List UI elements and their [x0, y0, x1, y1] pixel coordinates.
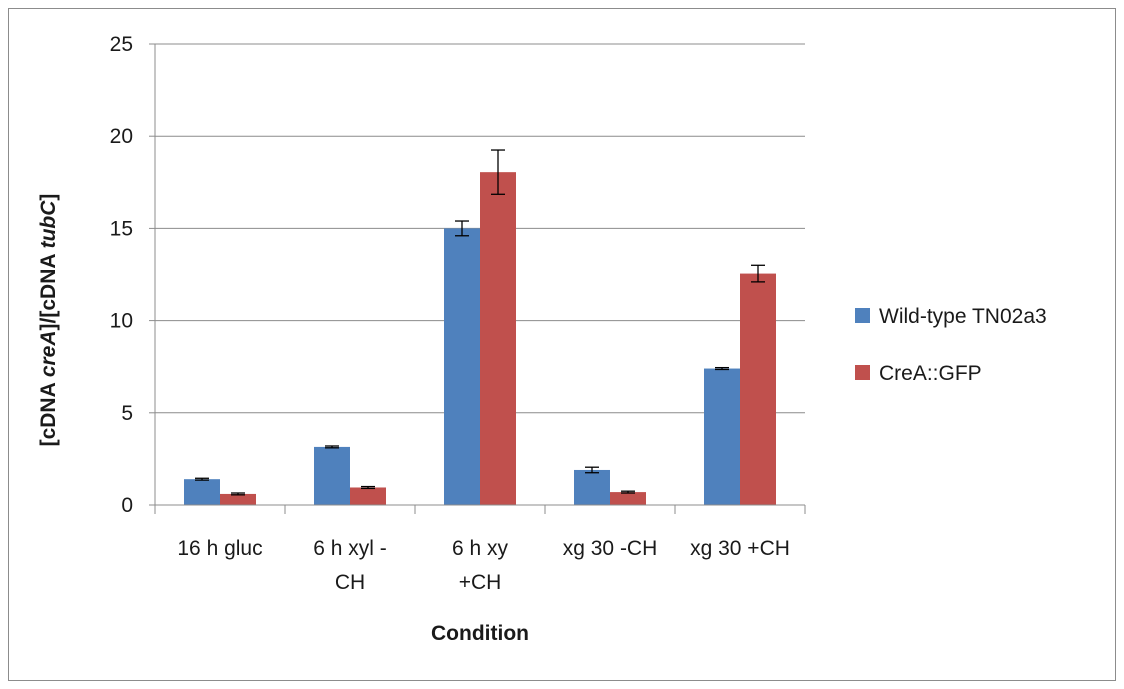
y-tick-label: 15 — [110, 217, 133, 240]
axes — [149, 43, 806, 514]
y-axis-title: [cDNA creA]/[cDNA tubC] — [37, 194, 60, 447]
y-tick-label: 10 — [110, 310, 133, 333]
x-tick-label-line: 16 h gluc — [177, 537, 262, 560]
y-tick-label: 5 — [121, 402, 133, 425]
y-axis-title-part: ] — [37, 194, 60, 201]
x-axis-title: Condition — [431, 622, 529, 645]
bar — [610, 492, 646, 505]
bar — [740, 273, 776, 505]
x-tick-label: 6 h xyl - CH — [313, 537, 387, 594]
x-tick-label-line: xg 30 +CH — [690, 537, 790, 560]
bar — [350, 487, 386, 505]
legend-swatch — [855, 308, 870, 323]
x-tick-label-line: xg 30 -CH — [563, 537, 658, 560]
bar — [220, 493, 256, 505]
x-tick-labels: 16 h gluc 6 h xyl - CH 6 h xy +CH xg 30 -CH xg… — [177, 537, 790, 594]
y-tick-label: 0 — [121, 494, 133, 517]
x-tick-label-line: 6 h xyl - — [313, 537, 387, 560]
y-axis-title-part: creA — [37, 330, 60, 377]
x-tick-label-line: CH — [335, 571, 365, 594]
bar — [480, 172, 516, 505]
y-tick-label: 25 — [110, 33, 133, 56]
bar — [184, 479, 220, 505]
legend-label: Wild-type TN02a3 — [879, 305, 1047, 328]
bars — [184, 172, 776, 505]
x-tick-label-line: +CH — [459, 571, 502, 594]
legend-label: CreA::GFP — [879, 362, 982, 385]
y-axis-title-part: tubC — [37, 200, 60, 249]
bar — [444, 228, 480, 505]
legend-swatch — [855, 365, 870, 380]
bar — [314, 446, 350, 505]
bar — [574, 469, 610, 505]
y-tick-label: 20 — [110, 125, 133, 148]
x-tick-label: 6 h xy +CH — [452, 537, 509, 594]
y-tick-labels: 0 5 10 15 20 25 — [110, 33, 133, 517]
x-tick-label-line: 6 h xy — [452, 537, 509, 560]
bar — [704, 368, 740, 505]
x-tick-label: xg 30 -CH — [563, 537, 658, 560]
x-tick-label: 16 h gluc — [177, 537, 262, 560]
chart-frame — [8, 8, 1116, 681]
y-axis-title-part: [cDNA — [37, 377, 60, 446]
error-bars — [195, 149, 765, 496]
x-tick-label: xg 30 +CH — [690, 537, 790, 560]
y-axis-title-part: ]/[cDNA — [37, 248, 60, 330]
